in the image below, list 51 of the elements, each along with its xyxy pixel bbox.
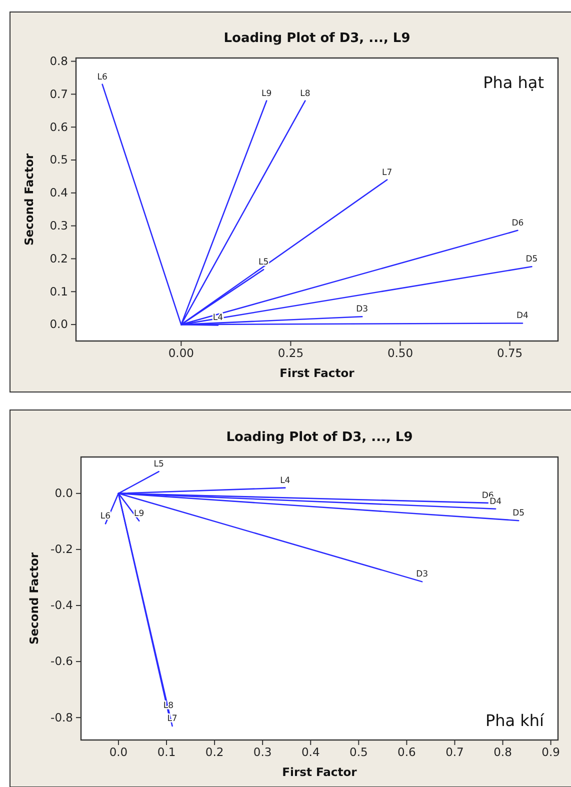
x-tick-label: 0.00 bbox=[168, 346, 194, 360]
series-label: L9 bbox=[262, 88, 272, 99]
annotation: Pha hạt bbox=[483, 73, 544, 92]
series-label: L7 bbox=[382, 168, 392, 178]
x-tick-label: 0.6 bbox=[398, 745, 416, 760]
y-tick-label: 0.0 bbox=[50, 317, 68, 332]
series-label: D5 bbox=[526, 254, 538, 265]
x-tick-label: 0.9 bbox=[542, 745, 560, 760]
x-tick-label: 0.5 bbox=[350, 745, 368, 760]
x-tick-label: 0.75 bbox=[496, 346, 523, 360]
y-tick-label: -0.2 bbox=[50, 542, 73, 556]
series-label: D4 bbox=[490, 496, 502, 507]
x-tick-label: 0.3 bbox=[253, 745, 272, 760]
y-tick-label: 0.7 bbox=[50, 86, 68, 101]
x-axis-title: First Factor bbox=[282, 765, 358, 779]
chart-title: Loading Plot of D3, ..., L9 bbox=[224, 31, 410, 46]
series-label: D3 bbox=[416, 570, 428, 580]
x-tick-label: 0.2 bbox=[205, 745, 224, 760]
series-label: D4 bbox=[516, 311, 528, 322]
y-axis-title: Second Factor bbox=[22, 153, 36, 246]
x-axis-title: First Factor bbox=[280, 366, 355, 380]
y-tick-label: 0.5 bbox=[50, 152, 68, 167]
y-tick-label: -0.6 bbox=[50, 654, 73, 668]
series-label: L6 bbox=[97, 72, 108, 82]
x-tick-label: 0.1 bbox=[157, 745, 176, 760]
series-label: D6 bbox=[512, 218, 524, 228]
x-tick-label: 0.8 bbox=[494, 745, 512, 760]
series-label: L9 bbox=[134, 508, 144, 519]
series-label: L5 bbox=[258, 258, 269, 268]
x-tick-label: 0.25 bbox=[278, 346, 304, 360]
y-tick-label: -0.4 bbox=[50, 598, 73, 612]
y-tick-label: -0.8 bbox=[50, 710, 73, 724]
series-label: L4 bbox=[280, 476, 290, 486]
y-tick-label: 0.0 bbox=[54, 486, 73, 500]
x-tick-label: 0.4 bbox=[301, 745, 320, 760]
annotation: Pha khí bbox=[485, 711, 545, 730]
y-tick-label: 0.2 bbox=[50, 251, 68, 266]
chart-title: Loading Plot of D3, ..., L9 bbox=[226, 430, 413, 445]
y-tick-label: 0.3 bbox=[50, 218, 68, 233]
y-axis-title: Second Factor bbox=[27, 552, 41, 645]
y-tick-label: 0.1 bbox=[50, 284, 68, 298]
y-tick-label: 0.4 bbox=[50, 186, 68, 200]
series-label: D3 bbox=[356, 304, 368, 315]
y-tick-label: 0.6 bbox=[50, 120, 68, 134]
series-label: L5 bbox=[154, 460, 164, 470]
y-tick-label: 0.8 bbox=[50, 54, 68, 68]
series-label: D5 bbox=[512, 508, 525, 519]
x-tick-label: 0.7 bbox=[446, 745, 464, 760]
series-label: L8 bbox=[300, 88, 310, 99]
x-tick-label: 0.0 bbox=[109, 745, 128, 760]
x-tick-label: 0.50 bbox=[387, 346, 414, 360]
